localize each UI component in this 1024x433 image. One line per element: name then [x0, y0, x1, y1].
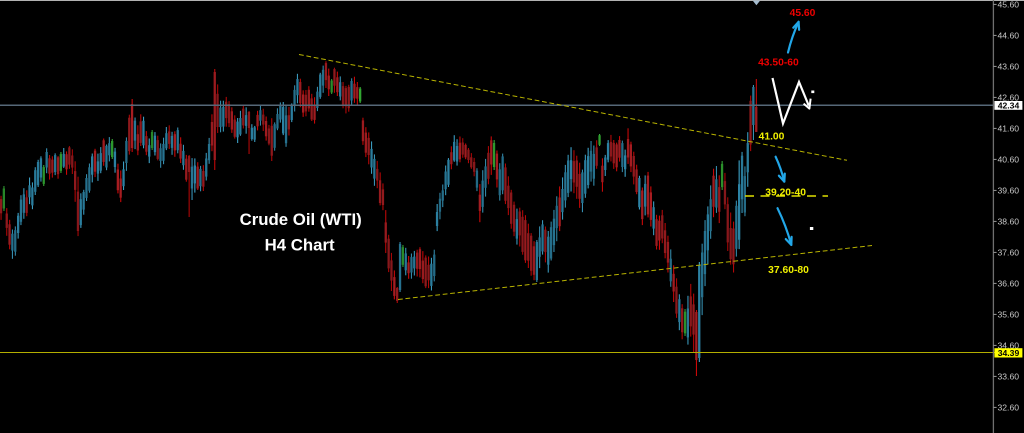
svg-text:42.34: 42.34 — [998, 100, 1020, 110]
svg-text:44.60: 44.60 — [998, 31, 1020, 41]
svg-text:45.60: 45.60 — [998, 0, 1020, 10]
svg-text:42.60: 42.60 — [998, 93, 1020, 103]
svg-text:45.60: 45.60 — [790, 8, 816, 19]
svg-text:36.60: 36.60 — [998, 279, 1020, 289]
svg-text:40.60: 40.60 — [998, 155, 1020, 165]
svg-text:33.60: 33.60 — [998, 372, 1020, 382]
svg-text:Crude Oil (WTI): Crude Oil (WTI) — [240, 210, 362, 229]
svg-text:H4 Chart: H4 Chart — [265, 235, 335, 254]
svg-text:32.60: 32.60 — [998, 403, 1020, 413]
svg-text:41.60: 41.60 — [998, 124, 1020, 134]
svg-text:43.60: 43.60 — [998, 62, 1020, 72]
svg-text:39.60: 39.60 — [998, 186, 1020, 196]
svg-text:39.20-40: 39.20-40 — [765, 188, 806, 199]
svg-text:37.60-80: 37.60-80 — [768, 265, 809, 276]
svg-text:34.39: 34.39 — [998, 348, 1020, 358]
svg-text:34.60: 34.60 — [998, 341, 1020, 351]
svg-text:35.60: 35.60 — [998, 310, 1020, 320]
svg-text:43.50-60: 43.50-60 — [758, 57, 799, 68]
svg-text:41.00: 41.00 — [759, 132, 785, 143]
svg-text:37.60: 37.60 — [998, 248, 1020, 258]
svg-text:38.60: 38.60 — [998, 217, 1020, 227]
